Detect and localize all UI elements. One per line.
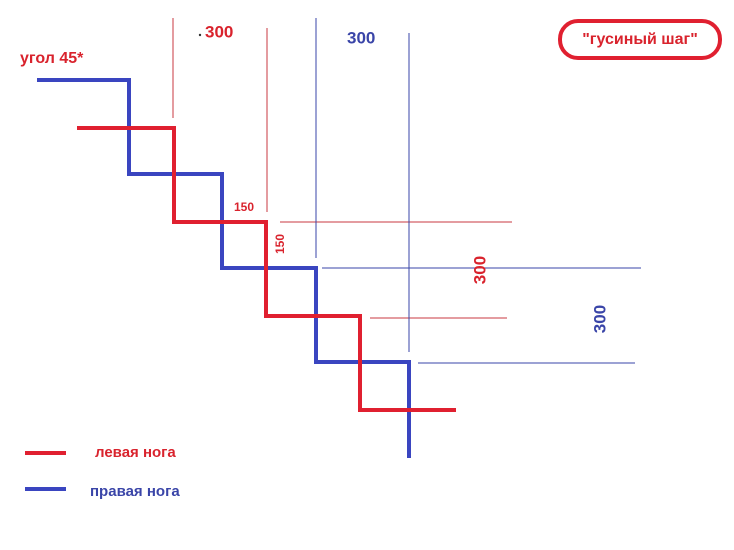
right-foot-steps [37, 78, 411, 458]
dot [198, 33, 202, 37]
dim-label: 150 [234, 200, 254, 214]
left-foot-steps [77, 126, 456, 412]
title: "гусиный шаг" [582, 31, 698, 48]
angle-label: угол 45* [20, 50, 84, 67]
dim-label: 150 [273, 234, 287, 254]
dim-label: 300 [205, 22, 233, 41]
dim-label: 300 [347, 28, 375, 47]
title-outline [558, 19, 722, 60]
dim-label: 300 [470, 256, 489, 284]
dimension-lines [172, 18, 641, 364]
legend-label: левая нога [95, 444, 176, 461]
legend-label: правая нога [90, 483, 180, 500]
dim-label: 300 [590, 305, 609, 333]
